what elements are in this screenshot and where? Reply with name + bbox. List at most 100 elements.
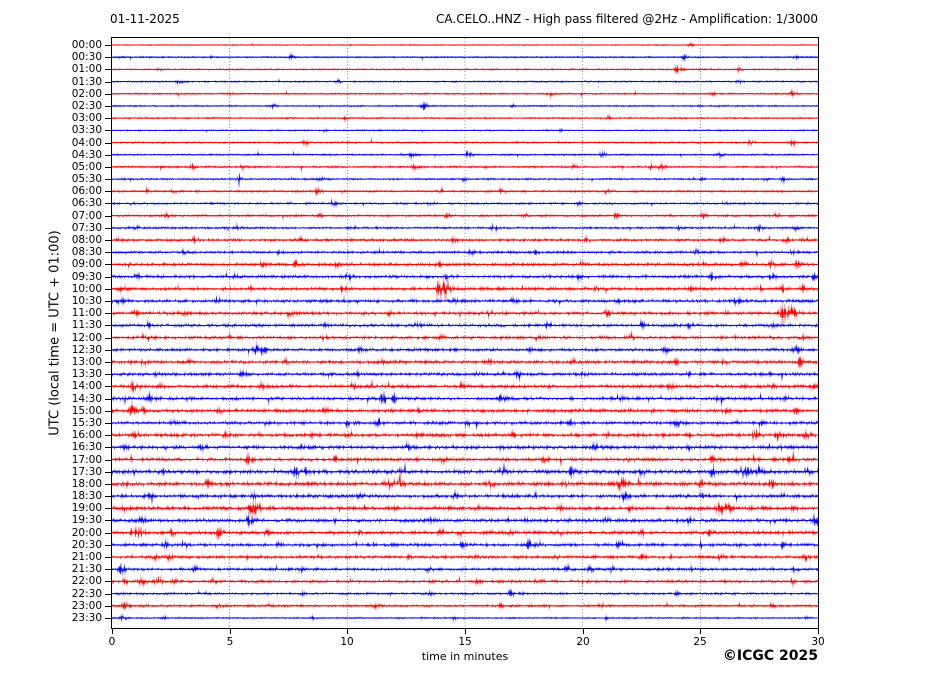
y-tick (105, 496, 111, 497)
y-tick-label: 06:30 (71, 197, 102, 209)
y-tick-label: 01:00 (71, 63, 102, 75)
y-tick (105, 435, 111, 436)
y-tick (105, 618, 111, 619)
plot-title: CA.CELO..HNZ - High pass filtered @2Hz -… (436, 12, 818, 26)
y-tick-label: 03:00 (71, 112, 102, 124)
y-tick (105, 508, 111, 509)
x-tick (347, 629, 348, 634)
y-tick (105, 350, 111, 351)
y-tick (105, 240, 111, 241)
y-tick (105, 447, 111, 448)
y-tick (105, 277, 111, 278)
y-tick-label: 05:00 (71, 161, 102, 173)
y-tick (105, 472, 111, 473)
y-tick-label: 00:00 (71, 39, 102, 51)
y-tick-label: 16:30 (71, 441, 102, 453)
y-tick-label: 04:00 (71, 137, 102, 149)
y-tick (105, 191, 111, 192)
x-tick-label: 10 (340, 636, 354, 648)
y-tick-label: 23:00 (71, 600, 102, 612)
y-tick (105, 228, 111, 229)
x-tick-label: 25 (693, 636, 707, 648)
y-tick-label: 03:30 (71, 124, 102, 136)
y-tick-label: 04:30 (71, 149, 102, 161)
y-tick-label: 02:00 (71, 88, 102, 100)
y-tick-label: 22:00 (71, 575, 102, 587)
y-tick (105, 203, 111, 204)
seismogram-canvas (112, 38, 818, 628)
y-tick (105, 289, 111, 290)
y-tick-label: 20:30 (71, 539, 102, 551)
x-tick-label: 15 (458, 636, 472, 648)
y-tick-label: 09:30 (71, 271, 102, 283)
y-tick-label: 11:00 (71, 307, 102, 319)
y-tick-label: 05:30 (71, 173, 102, 185)
y-tick-label: 06:00 (71, 185, 102, 197)
y-tick-label: 19:00 (71, 502, 102, 514)
y-tick (105, 264, 111, 265)
x-tick (583, 629, 584, 634)
y-tick (105, 460, 111, 461)
y-tick (105, 57, 111, 58)
y-tick (105, 325, 111, 326)
y-tick-label: 08:00 (71, 234, 102, 246)
y-tick (105, 533, 111, 534)
y-tick (105, 69, 111, 70)
y-tick (105, 338, 111, 339)
y-tick (105, 569, 111, 570)
y-tick-label: 08:30 (71, 246, 102, 258)
y-tick-label: 07:30 (71, 222, 102, 234)
x-tick-label: 20 (576, 636, 590, 648)
y-tick (105, 252, 111, 253)
y-tick-label: 14:30 (71, 393, 102, 405)
y-tick (105, 374, 111, 375)
y-tick (105, 399, 111, 400)
y-tick (105, 557, 111, 558)
y-tick (105, 545, 111, 546)
y-tick-label: 12:30 (71, 344, 102, 356)
y-tick (105, 411, 111, 412)
y-tick-label: 15:30 (71, 417, 102, 429)
y-tick (105, 606, 111, 607)
y-tick-label: 13:30 (71, 368, 102, 380)
y-tick-label: 10:00 (71, 283, 102, 295)
x-tick-label: 0 (108, 636, 116, 648)
y-tick-label: 01:30 (71, 76, 102, 88)
y-tick-label: 18:30 (71, 490, 102, 502)
plot-area (111, 37, 819, 629)
y-tick (105, 301, 111, 302)
y-tick-label: 11:30 (71, 319, 102, 331)
x-tick-label: 30 (811, 636, 825, 648)
y-tick (105, 82, 111, 83)
y-tick-label: 02:30 (71, 100, 102, 112)
y-tick-label: 20:00 (71, 527, 102, 539)
y-tick-label: 19:30 (71, 514, 102, 526)
y-tick (105, 94, 111, 95)
y-tick-label: 17:00 (71, 454, 102, 466)
y-tick (105, 155, 111, 156)
copyright-text: ©ICGC 2025 (722, 648, 818, 664)
x-tick (112, 629, 113, 634)
y-tick-label: 09:00 (71, 258, 102, 270)
y-tick (105, 362, 111, 363)
y-tick (105, 313, 111, 314)
y-tick-label: 23:30 (71, 612, 102, 624)
y-tick-label: 13:00 (71, 356, 102, 368)
y-tick (105, 423, 111, 424)
x-tick (700, 629, 701, 634)
y-tick (105, 118, 111, 119)
y-tick (105, 45, 111, 46)
y-tick (105, 386, 111, 387)
x-tick-label: 5 (226, 636, 234, 648)
y-tick-label: 15:00 (71, 405, 102, 417)
x-tick (818, 629, 819, 634)
y-tick (105, 594, 111, 595)
x-tick (465, 629, 466, 634)
y-tick-label: 17:30 (71, 466, 102, 478)
y-tick (105, 130, 111, 131)
x-tick (230, 629, 231, 634)
x-axis-label: time in minutes (421, 650, 509, 663)
plot-date: 01-11-2025 (110, 12, 180, 26)
y-tick (105, 179, 111, 180)
